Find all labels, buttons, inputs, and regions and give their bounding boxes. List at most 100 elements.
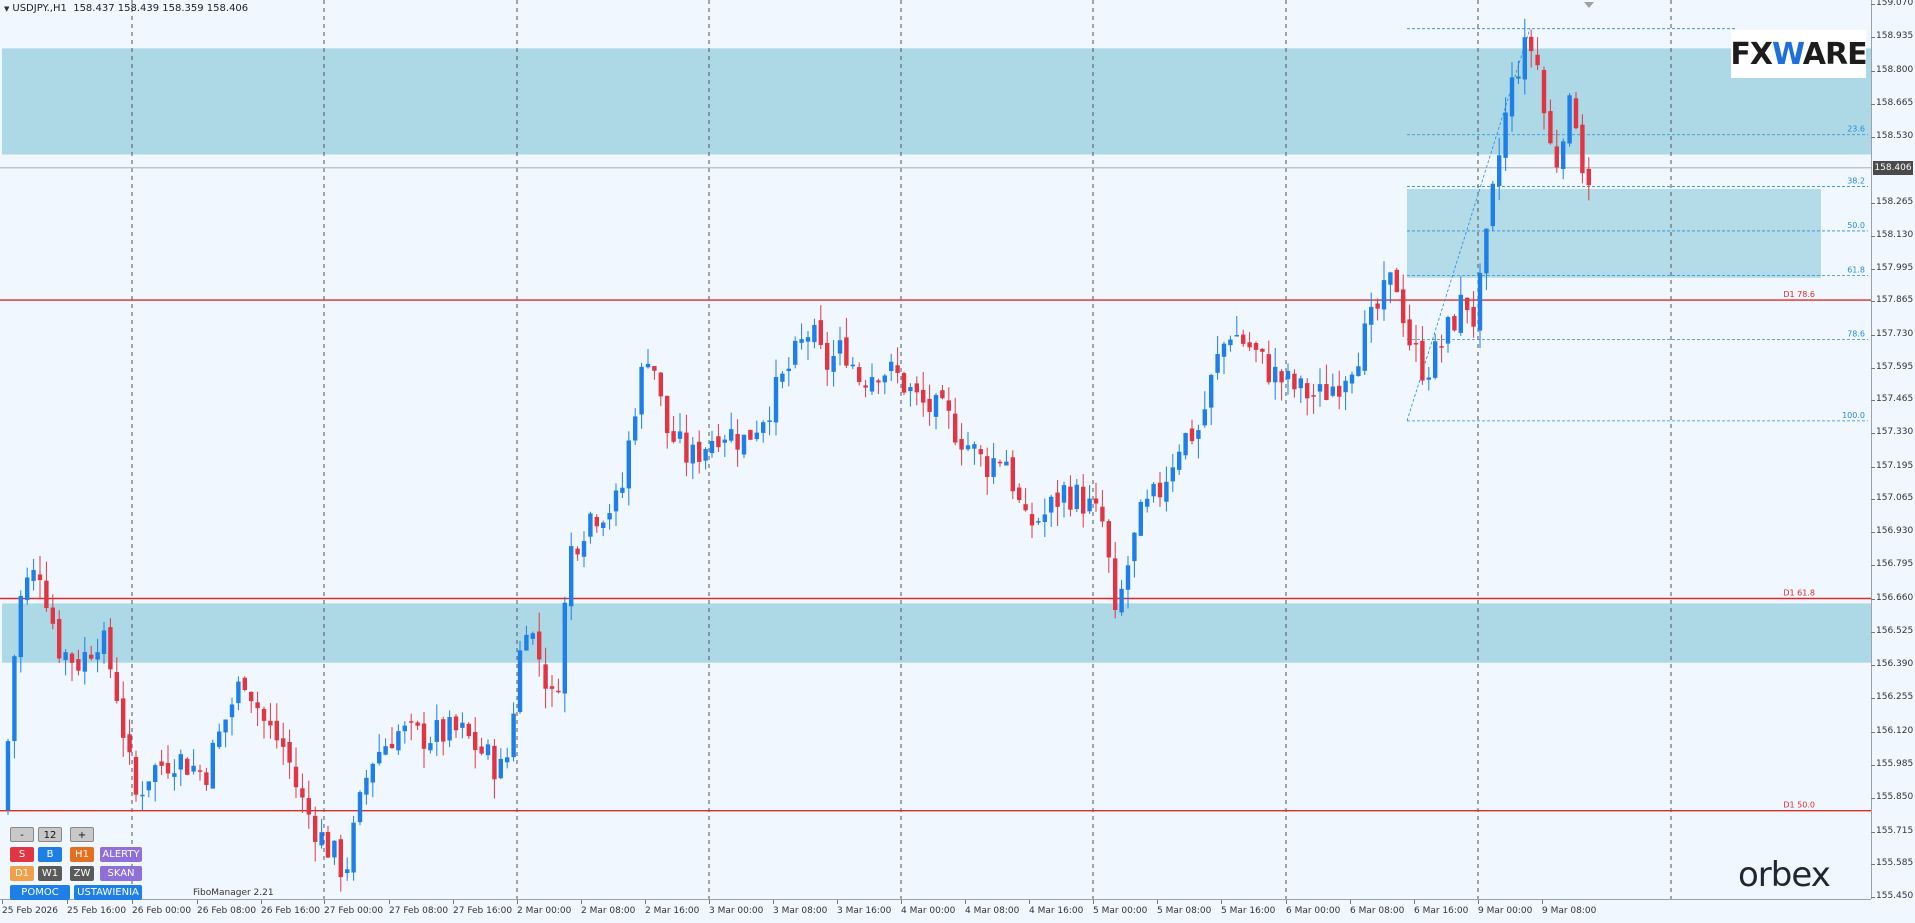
candle-body <box>357 792 363 823</box>
candle-body <box>857 367 862 383</box>
candle-body <box>1471 307 1476 327</box>
candle-body <box>1100 506 1105 522</box>
time-axis-label: 27 Feb 00:00 <box>324 900 384 916</box>
candle-body <box>914 383 919 393</box>
candle-body <box>1234 335 1239 337</box>
candle-body <box>345 869 350 874</box>
decrease-button[interactable]: - <box>10 827 34 842</box>
candle-body <box>575 548 580 555</box>
fibo-manager-label: FiboManager 2.21 <box>193 888 274 898</box>
time-axis-label: 2 Mar 16:00 <box>645 900 700 916</box>
candle-body <box>709 440 715 454</box>
candle-body <box>690 444 695 464</box>
candle-body <box>1004 461 1009 466</box>
candle-body <box>869 377 875 392</box>
candle-body <box>684 432 689 463</box>
price-axis-label: 159.070 <box>1870 0 1914 8</box>
candle-body <box>652 366 657 371</box>
candle-body <box>837 340 843 354</box>
candle-body <box>453 716 459 731</box>
candle-body <box>1362 323 1367 371</box>
candle-body <box>1132 532 1137 562</box>
increase-button[interactable]: + <box>70 827 94 842</box>
supply-zone-upper <box>2 48 1871 155</box>
candle-body <box>18 595 23 658</box>
value-field[interactable]: 12 <box>38 827 62 842</box>
sell-button[interactable]: S <box>10 847 34 862</box>
candle-body <box>415 722 420 726</box>
candle-body <box>1093 498 1099 504</box>
candle-body <box>665 395 670 434</box>
candle-body <box>1484 228 1489 274</box>
candle-body <box>505 757 510 763</box>
candle-body <box>1535 54 1540 66</box>
candle-body <box>1465 297 1470 311</box>
candle-body <box>818 320 823 345</box>
help-button[interactable]: POMOC <box>10 885 70 900</box>
candle-body <box>972 444 977 449</box>
candle-body <box>946 400 951 411</box>
scan-button[interactable]: SKAN <box>100 866 142 881</box>
candle-body <box>383 746 388 755</box>
candle-body <box>1177 451 1182 470</box>
candle-body <box>741 434 747 455</box>
candle-body <box>1407 319 1412 346</box>
candle-body <box>479 746 484 754</box>
candle-body <box>729 429 734 441</box>
candle-body <box>159 761 164 766</box>
candle-body <box>1215 354 1220 373</box>
time-axis[interactable]: 25 Feb 2026 25 Feb 16:00 26 Feb 00:00 26 Fe… <box>0 899 1871 923</box>
candle-body <box>1337 385 1342 397</box>
zw-button[interactable]: ZW <box>70 866 94 881</box>
candle-body <box>447 717 452 741</box>
time-axis-label: 25 Feb 2026 <box>2 900 59 916</box>
candle-body <box>997 461 1003 464</box>
time-axis-label: 27 Feb 16:00 <box>453 900 513 916</box>
d1-button[interactable]: D1 <box>10 866 34 881</box>
candle-body <box>601 522 606 528</box>
candle-body <box>786 368 791 372</box>
candle-body <box>153 765 158 782</box>
candle-body <box>146 781 151 791</box>
dropdown-caret-icon[interactable]: ▼ <box>4 5 10 13</box>
key-level-label: D1 50.0 <box>1783 801 1815 810</box>
candle-body <box>1113 558 1118 610</box>
candle-body <box>658 372 663 397</box>
candle-body <box>223 719 228 733</box>
time-axis-label: 2 Mar 00:00 <box>517 900 572 916</box>
price-axis-label: 155.715 <box>1870 825 1914 836</box>
candle-body <box>767 420 772 422</box>
time-axis-label: 9 Mar 00:00 <box>1478 900 1533 916</box>
candle-body <box>556 690 561 693</box>
candle-body <box>1241 334 1246 344</box>
candle-body <box>1420 340 1425 381</box>
buy-button[interactable]: B <box>38 847 62 862</box>
candle-body <box>1068 486 1073 510</box>
shift-marker-icon[interactable] <box>1584 2 1594 8</box>
time-axis-label: 4 Mar 08:00 <box>965 900 1020 916</box>
settings-button[interactable]: USTAWIENIA <box>74 885 142 900</box>
candle-body <box>1010 457 1015 492</box>
candle-body <box>921 389 926 403</box>
price-axis-label: 156.660 <box>1870 592 1914 603</box>
candle-body <box>1138 501 1143 536</box>
candle-body <box>1490 183 1495 227</box>
candle-body <box>844 337 849 366</box>
candle-body <box>633 416 638 441</box>
candle-body <box>69 653 75 663</box>
candle-body <box>953 413 958 443</box>
price-axis-label: 157.065 <box>1870 492 1914 503</box>
time-axis-label: 26 Feb 08:00 <box>197 900 257 916</box>
candle-body <box>389 743 395 749</box>
candle-body <box>37 574 43 581</box>
price-chart[interactable]: D1 78.6 D1 61.8 D1 50.0 23.6 38.2 50.0 61.8 78.… <box>0 0 1871 899</box>
alerts-button[interactable]: ALERTY <box>100 847 142 862</box>
candle-body <box>332 840 337 858</box>
candle-body <box>5 741 11 811</box>
h1-button[interactable]: H1 <box>70 847 94 862</box>
candle-body <box>722 439 727 443</box>
price-axis[interactable]: 159.070 158.935 158.800 158.665 158.530 158.2… <box>1870 0 1915 901</box>
w1-button[interactable]: W1 <box>38 866 62 881</box>
candle-body <box>127 734 132 753</box>
candle-body <box>325 831 331 858</box>
